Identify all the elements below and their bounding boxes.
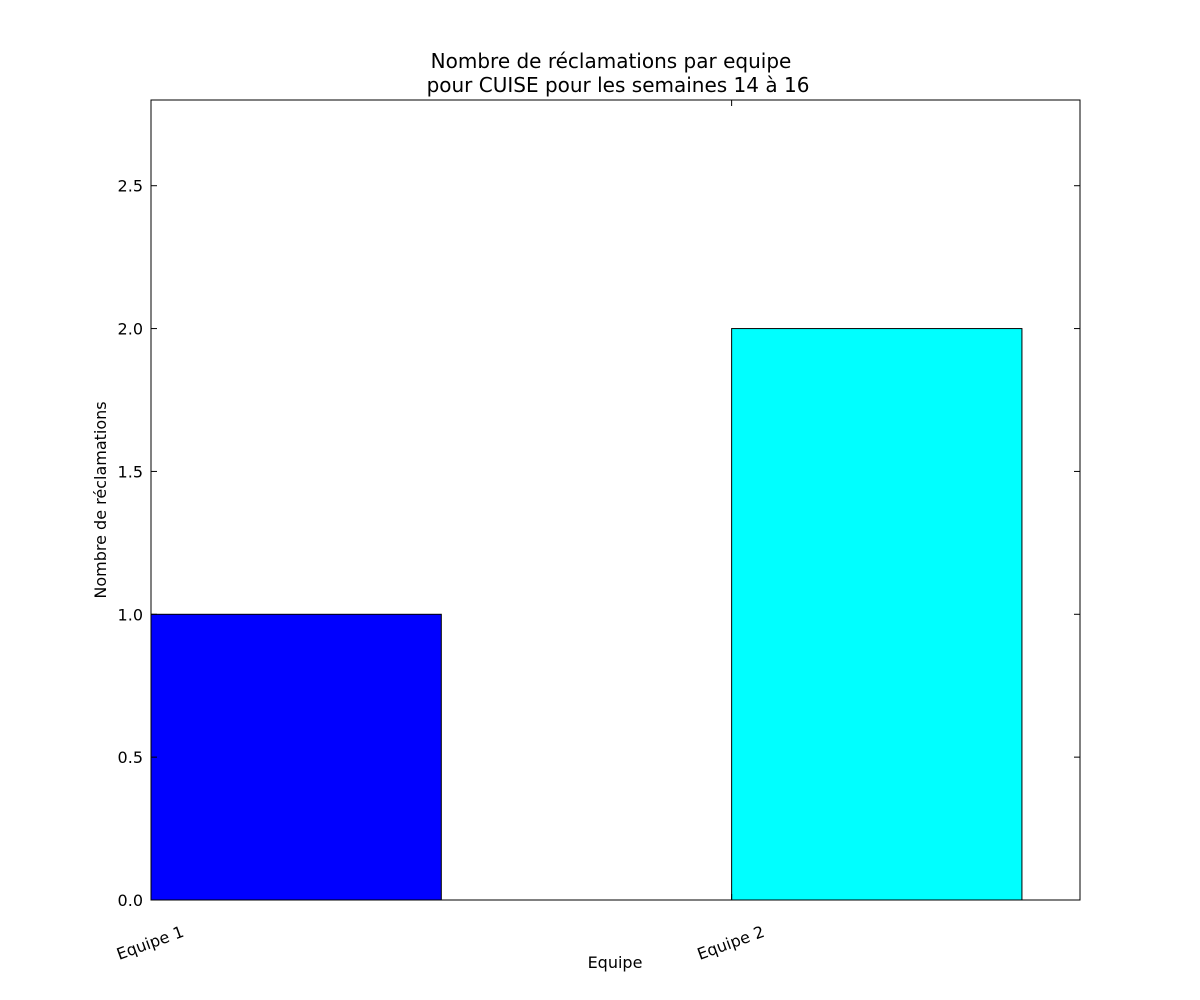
y-tick-label: 0.0 [118, 891, 143, 910]
x-axis-label: Equipe [588, 953, 643, 972]
chart-title-line-2: pour CUISE pour les semaines 14 à 16 [427, 73, 810, 97]
y-tick-label: 2.0 [118, 320, 143, 339]
y-axis-label: Nombre de réclamations [91, 401, 110, 598]
chart-title-line-1: Nombre de réclamations par equipe [431, 49, 792, 73]
y-tick-label: 1.0 [118, 605, 143, 624]
y-tick-label: 1.5 [118, 462, 143, 481]
x-tick-label: Equipe 1 [114, 922, 186, 964]
y-tick-label: 0.5 [118, 748, 143, 767]
bar-2 [731, 328, 1023, 901]
bar-1 [150, 613, 442, 901]
y-ticks-group: 0.0 0.5 1.0 1.5 2.0 2.5 [118, 177, 1080, 910]
bars-group [150, 328, 1023, 901]
plot-frame [150, 99, 1081, 901]
y-tick-label: 2.5 [118, 177, 143, 196]
x-tick-label: Equipe 2 [695, 922, 767, 964]
